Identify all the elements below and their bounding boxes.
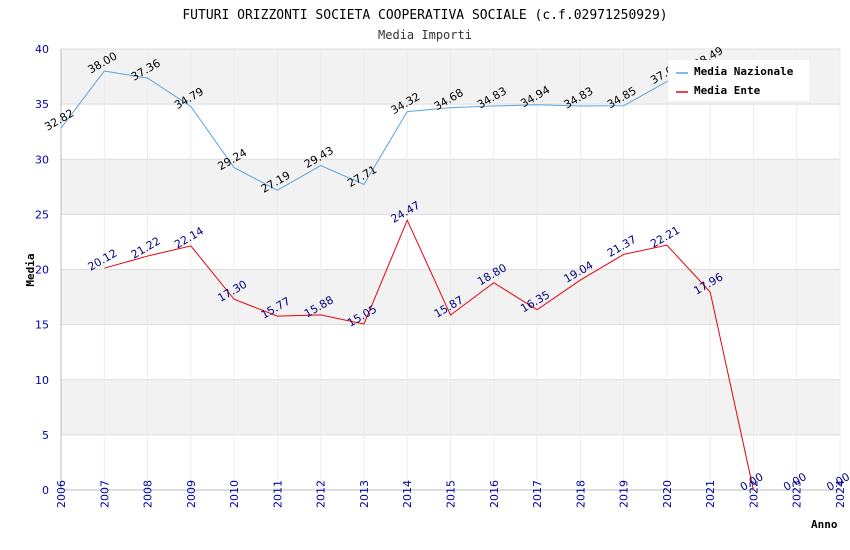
x-tick-label: 2008 bbox=[142, 480, 155, 508]
y-tick-label: 30 bbox=[35, 153, 49, 166]
y-axis-label: Media bbox=[24, 253, 37, 286]
x-tick-label: 2016 bbox=[488, 480, 501, 508]
x-tick-label: 2009 bbox=[185, 480, 198, 508]
x-tick-label: 2015 bbox=[445, 480, 458, 508]
legend-label-media-ente: Media Ente bbox=[694, 84, 761, 97]
y-tick-label: 25 bbox=[35, 208, 49, 221]
y-tick-label: 0 bbox=[42, 484, 49, 497]
chart-subtitle: Media Importi bbox=[378, 28, 472, 42]
x-tick-label: 2017 bbox=[531, 480, 544, 508]
x-tick-label: 2024 bbox=[834, 480, 847, 508]
x-axis: 2006 2007 2008 2009 2010 2011 2012 2013 2014 2015… bbox=[55, 480, 847, 508]
y-tick-label: 15 bbox=[35, 319, 49, 332]
y-axis: 0 5 10 15 20 25 30 35 40 bbox=[35, 43, 62, 497]
y-tick-label: 10 bbox=[35, 374, 49, 387]
x-tick-label: 2014 bbox=[401, 480, 414, 508]
x-tick-label: 2021 bbox=[704, 480, 717, 508]
x-tick-label: 2018 bbox=[574, 480, 587, 508]
chart-title: FUTURI ORIZZONTI SOCIETA COOPERATIVA SOC… bbox=[182, 8, 667, 23]
y-tick-label: 40 bbox=[35, 43, 49, 56]
x-tick-label: 2012 bbox=[315, 480, 328, 508]
x-tick-label: 2006 bbox=[55, 480, 68, 508]
x-tick-label: 2011 bbox=[271, 480, 284, 508]
legend-label-media-nazionale: Media Nazionale bbox=[694, 65, 794, 78]
grid-bands bbox=[61, 48, 841, 491]
y-tick-label: 20 bbox=[35, 264, 49, 277]
x-tick-label: 2010 bbox=[228, 480, 241, 508]
y-tick-label: 35 bbox=[35, 98, 49, 111]
series-line-media-ente bbox=[104, 218, 754, 491]
legend: Media Nazionale Media Ente bbox=[668, 60, 809, 101]
x-tick-label: 2007 bbox=[98, 480, 111, 508]
y-tick-label: 5 bbox=[42, 429, 49, 442]
x-axis-label: Anno bbox=[811, 518, 838, 531]
x-tick-label: 2020 bbox=[661, 480, 674, 508]
x-tick-label: 2019 bbox=[618, 480, 631, 508]
x-tick-label: 2023 bbox=[791, 480, 804, 508]
x-tick-label: 2013 bbox=[358, 480, 371, 508]
series-line-media-nazionale bbox=[60, 65, 711, 191]
series-layer bbox=[60, 65, 754, 491]
legend-box bbox=[668, 60, 809, 101]
x-tick-label: 2022 bbox=[747, 480, 760, 508]
